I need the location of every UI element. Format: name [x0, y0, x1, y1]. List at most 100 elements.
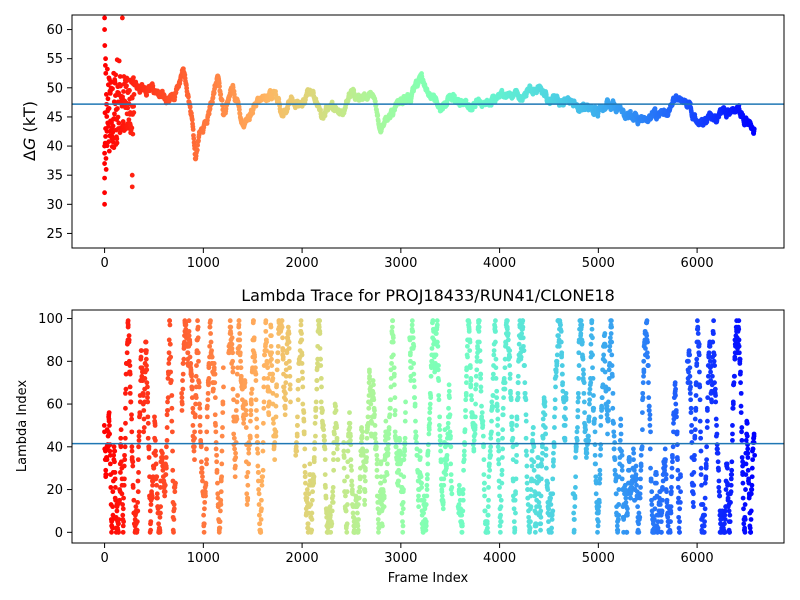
- lambda-point: [286, 358, 292, 364]
- lambda-point: [637, 514, 643, 520]
- lambda-point: [362, 497, 368, 503]
- lambda-point: [591, 420, 597, 426]
- lambda-point: [149, 493, 155, 499]
- lambda-point: [461, 448, 467, 454]
- lambda-point: [576, 350, 582, 356]
- lambda-point: [280, 356, 286, 362]
- lambda-point: [463, 393, 469, 398]
- lambda-point: [305, 525, 311, 531]
- lambda-point: [549, 512, 555, 518]
- lambda-point: [665, 523, 671, 529]
- lambda-point: [604, 403, 610, 409]
- lambda-point: [575, 408, 581, 413]
- lambda-point: [393, 444, 399, 450]
- lambda-point: [293, 444, 299, 450]
- lambda-point: [591, 405, 597, 411]
- lambda-point: [669, 474, 675, 480]
- lambda-point: [574, 444, 579, 450]
- lambda-point: [327, 514, 333, 520]
- lambda-point: [427, 401, 433, 407]
- lambda-point: [522, 363, 527, 368]
- lambda-point: [104, 457, 110, 463]
- lambda-point: [145, 395, 150, 401]
- lambda-point: [551, 457, 556, 463]
- lambda-point: [523, 418, 529, 424]
- lambda-point: [111, 444, 117, 450]
- lambda-point: [485, 504, 491, 510]
- lambda-point: [611, 433, 617, 439]
- lambda-point: [136, 433, 142, 439]
- lambda-point: [273, 429, 279, 435]
- lambda-point: [540, 450, 545, 456]
- lambda-point: [499, 455, 505, 460]
- lambda-point: [602, 331, 608, 336]
- lambda-point: [673, 401, 679, 407]
- lambda-point: [334, 437, 340, 443]
- lambda-point: [427, 410, 433, 416]
- dg-point: [372, 99, 378, 104]
- dg-point: [116, 58, 122, 64]
- lambda-point: [241, 420, 247, 426]
- lambda-point: [497, 529, 503, 535]
- lambda-point: [146, 444, 152, 450]
- lambda-point: [261, 405, 267, 411]
- lambda-point: [646, 395, 652, 401]
- lambda-point: [519, 331, 525, 336]
- lambda-point: [490, 393, 496, 398]
- lambda-point: [542, 403, 548, 409]
- lambda-point: [520, 318, 526, 324]
- lambda-point: [195, 335, 201, 341]
- lambda-point: [157, 529, 163, 535]
- lambda-point: [260, 448, 266, 454]
- lambda-point: [265, 365, 271, 371]
- lambda-point: [112, 476, 118, 482]
- lambda-point: [443, 472, 449, 477]
- lambda-point: [598, 452, 603, 458]
- lambda-point: [608, 331, 614, 336]
- lambda-point: [193, 401, 198, 407]
- lambda-point: [588, 341, 594, 347]
- lambda-point: [623, 495, 629, 501]
- lambda-point: [188, 361, 194, 366]
- lambda-point: [500, 412, 506, 418]
- lambda-point: [584, 446, 589, 452]
- lambda-point: [112, 459, 117, 465]
- lambda-point: [426, 416, 432, 422]
- lambda-point: [355, 523, 361, 529]
- lambda-point: [245, 482, 251, 488]
- lambda-point: [322, 457, 328, 463]
- lambda-point: [612, 467, 618, 473]
- lambda-point: [390, 335, 396, 341]
- dg-point: [217, 84, 222, 89]
- lambda-point: [123, 390, 128, 396]
- lambda-point: [127, 363, 133, 368]
- lambda-point: [434, 339, 440, 345]
- lambda-point: [253, 378, 259, 383]
- lambda-point: [466, 320, 472, 326]
- lambda-point: [254, 408, 259, 413]
- lambda-point: [321, 423, 326, 428]
- lambda-point: [649, 489, 655, 495]
- lambda-point: [183, 322, 189, 328]
- lambda-point: [619, 467, 625, 473]
- lambda-point: [479, 410, 485, 416]
- lambda-point: [500, 405, 506, 411]
- lambda-point: [357, 474, 363, 480]
- lambda-point: [448, 444, 454, 450]
- lambda-point: [456, 482, 462, 488]
- dg-point: [189, 117, 195, 123]
- lambda-point: [238, 373, 244, 379]
- lambda-point: [268, 333, 274, 339]
- lambda-point: [411, 361, 417, 366]
- lambda-point: [190, 423, 196, 428]
- lambda-point: [647, 416, 653, 422]
- lambda-point: [130, 459, 136, 465]
- dg-point: [117, 74, 123, 79]
- lambda-point: [134, 527, 140, 533]
- lambda-point: [152, 437, 158, 443]
- lambda-point: [179, 390, 185, 396]
- lambda-point: [196, 358, 201, 364]
- lambda-point: [148, 502, 154, 507]
- lambda-point: [203, 493, 208, 499]
- lambda-point: [463, 414, 468, 420]
